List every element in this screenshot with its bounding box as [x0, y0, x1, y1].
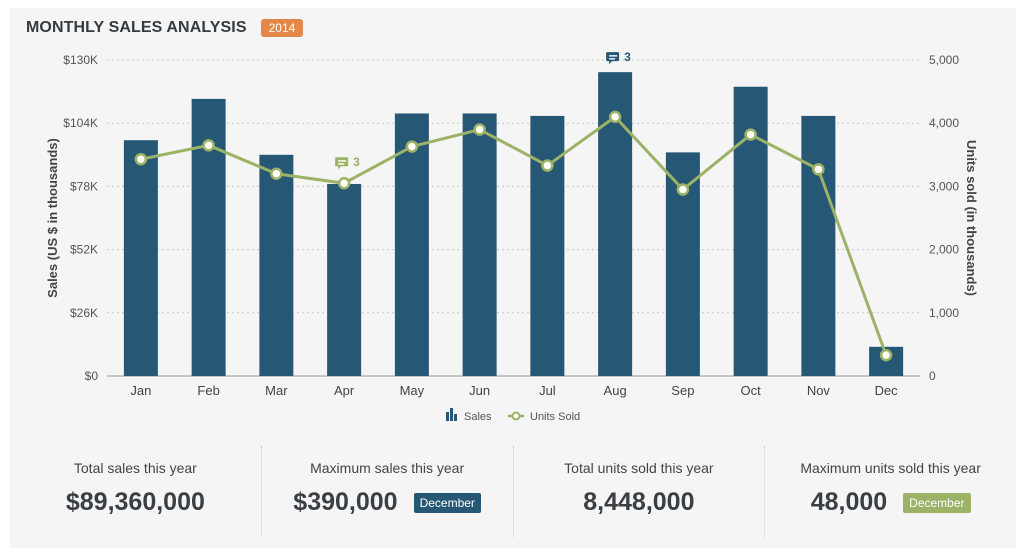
- bar-jul: [530, 115, 565, 377]
- stat-max-units: Maximum units sold this year 48,000 Dece…: [764, 446, 1016, 538]
- units-point-feb: [202, 139, 215, 152]
- y-tick-label: $0: [85, 369, 99, 383]
- units-point-oct: [744, 128, 757, 141]
- stat-label: Maximum units sold this year: [800, 460, 981, 476]
- stat-label: Total sales this year: [73, 460, 197, 476]
- page-title: MONTHLY SALES ANALYSIS: [26, 19, 247, 36]
- y-right-tick-label: 2,000: [929, 243, 959, 257]
- month-badge: December: [413, 492, 481, 513]
- y-tick-label: $130K: [63, 53, 98, 67]
- x-tick-label: Jun: [469, 383, 490, 398]
- stat-value: $390,000: [293, 488, 398, 516]
- comment-icon-line: [609, 55, 618, 57]
- comment-icon-line: [338, 160, 347, 162]
- x-tick-label: Jan: [130, 383, 151, 398]
- summary-panel: Total sales this year $89,360,000 Maximu…: [10, 446, 1016, 538]
- y-right-tick-label: 3,000: [929, 179, 959, 193]
- x-tick-label: Mar: [265, 383, 288, 398]
- card-header: MONTHLY SALES ANALYSIS 2014: [26, 16, 304, 40]
- units-point-nov: [812, 163, 825, 176]
- units-point-apr: [337, 176, 351, 190]
- units-point-jan: [134, 152, 148, 166]
- x-tick-label: Nov: [807, 383, 831, 398]
- sales-chart: $0 $26K $52K $78K $104K $130K 0 1,000 2,000 3,000…: [45, 50, 979, 423]
- y-right-tick-label: 1,000: [929, 306, 959, 320]
- year-badge[interactable]: 2014: [260, 19, 304, 37]
- stat-value: 48,000: [810, 488, 888, 516]
- legend-sales-label: Sales: [464, 411, 492, 423]
- units-point-dec: [879, 348, 893, 362]
- units-point-jun: [473, 123, 486, 136]
- sales-card: MONTHLY SALES ANALYSIS 2014 $0 $26K $52K $7…: [10, 8, 1016, 548]
- stat-value: $89,360,000: [65, 488, 205, 516]
- stat-total-units: Total units sold this year 8,448,000: [512, 446, 765, 538]
- bar-nov: [801, 115, 836, 377]
- annotation-count: 3: [353, 155, 360, 169]
- y-right-tick-label: 5,000: [929, 53, 959, 67]
- stat-max-sales: Maximum sales this year $390,000 Decembe…: [260, 446, 513, 538]
- legend-sales-icon: [446, 412, 449, 421]
- y-tick-label: $52K: [70, 243, 98, 257]
- annotation-count: 3: [624, 50, 631, 64]
- stat-label: Maximum sales this year: [310, 460, 465, 476]
- y-right-tick-label: 4,000: [929, 116, 959, 130]
- x-tick-label: Dec: [875, 383, 899, 398]
- units-point-may: [405, 140, 419, 153]
- y-tick-label: $26K: [70, 306, 98, 320]
- x-tick-label: May: [400, 383, 425, 398]
- x-tick-label: Sep: [671, 383, 694, 398]
- bar-may: [394, 113, 429, 376]
- stat-total-sales: Total sales this year $89,360,000: [10, 446, 261, 538]
- legend-units-label: Units Sold: [530, 411, 580, 423]
- y-tick-label: $78K: [70, 179, 98, 193]
- units-point-mar: [270, 167, 283, 181]
- legend-sales-icon: [454, 414, 457, 421]
- bar-jan: [123, 140, 158, 376]
- comment-icon-line: [338, 163, 345, 165]
- x-tick-label: Apr: [334, 383, 355, 398]
- x-tick-label: Aug: [604, 383, 627, 398]
- y-right-tick-label: 0: [929, 369, 936, 383]
- legend-sales-icon: [450, 408, 453, 421]
- y-right-axis-title: Units sold (in thousands): [964, 140, 979, 296]
- bar-mar: [259, 154, 294, 376]
- month-badge: December: [903, 492, 971, 513]
- units-point-sep: [676, 183, 690, 196]
- comment-icon-line: [609, 58, 616, 60]
- legend-units-icon: [511, 411, 521, 421]
- x-tick-label: Oct: [741, 383, 762, 398]
- units-line: [140, 115, 888, 356]
- y-tick-label: $104K: [63, 116, 98, 130]
- units-point-jul: [541, 159, 554, 172]
- stat-value: 8,448,000: [583, 488, 695, 516]
- y-axis-title: Sales (US $ in thousands): [45, 138, 60, 298]
- units-point-aug: [608, 110, 622, 124]
- bar-apr: [327, 183, 362, 376]
- x-tick-label: Feb: [197, 383, 219, 398]
- x-tick-label: Jul: [539, 383, 556, 398]
- bar-jun: [462, 113, 497, 376]
- stat-label: Total units sold this year: [564, 460, 714, 476]
